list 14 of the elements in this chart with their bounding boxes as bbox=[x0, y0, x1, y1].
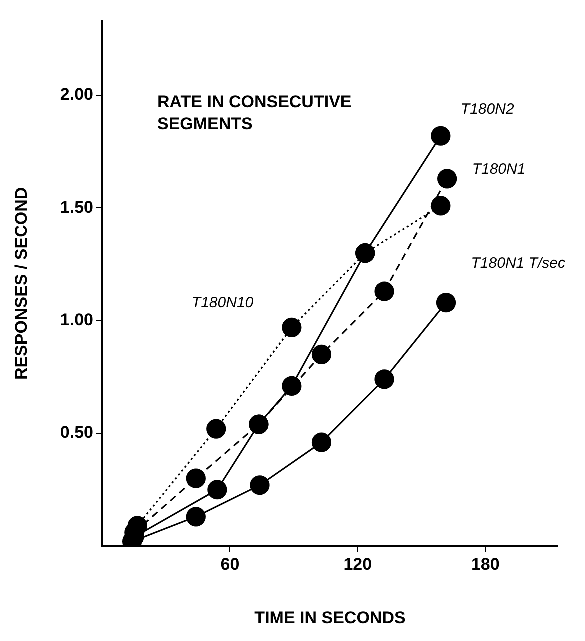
y-tick-label: 0.50 bbox=[60, 423, 94, 442]
text: RATE IN CONSECUTIVE SEGMENTS bbox=[157, 92, 352, 134]
text: T180N1 T/sec bbox=[471, 254, 566, 272]
x-axis-title: TIME IN SECONDS bbox=[254, 608, 406, 628]
series-label: T180N1 bbox=[472, 160, 526, 178]
y-tick-label: 2.00 bbox=[60, 85, 94, 104]
y-axis-title: RESPONSES / SECOND bbox=[12, 187, 31, 380]
series-label: T180N2 bbox=[460, 101, 515, 118]
y-tick-label: 1.00 bbox=[60, 310, 94, 330]
x-tick-label: 180 bbox=[471, 555, 500, 574]
y-tick-label: 1.50 bbox=[60, 198, 94, 217]
x-tick-label: 120 bbox=[344, 555, 372, 574]
x-tick-label: 60 bbox=[220, 555, 240, 574]
text: T180N10 bbox=[192, 294, 254, 312]
